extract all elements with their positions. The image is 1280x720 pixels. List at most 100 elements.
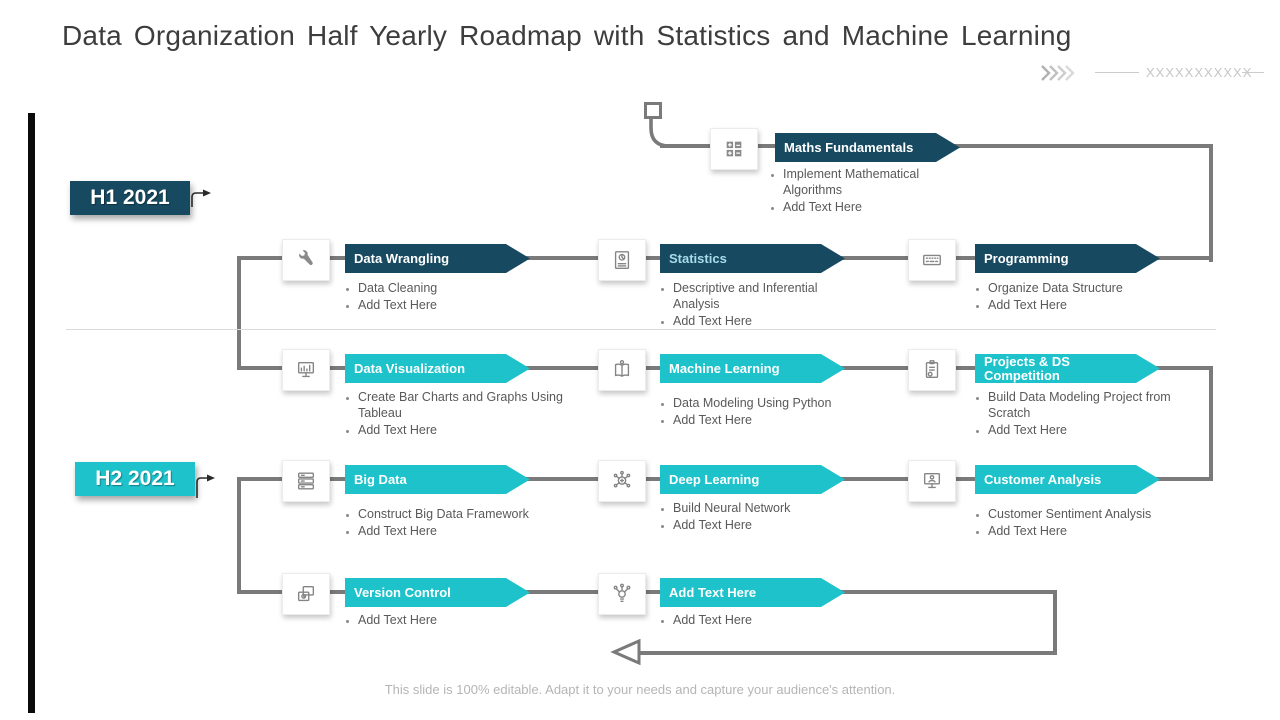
bullet-item: Customer Sentiment Analysis (988, 506, 1188, 522)
customer-analysis-icon-box (908, 460, 956, 502)
milestone-bullets: Build Neural Network Add Text Here (660, 500, 868, 534)
connector-curve (649, 116, 682, 148)
divider-line (1242, 72, 1264, 73)
bullet-item: Data Modeling Using Python (673, 395, 868, 411)
left-accent-bar (28, 113, 35, 713)
h2-2021-label: H2 2021 (95, 467, 175, 490)
machine-learning-book-icon (614, 360, 630, 377)
start-marker (644, 102, 662, 119)
milestone-title: Add Text Here (669, 584, 757, 600)
milestone-bullets: Organize Data Structure Add Text Here (975, 280, 1183, 314)
bullet-item: Descriptive and Inferential Analysis (673, 280, 858, 312)
add-text-here-icon-box (598, 573, 646, 615)
divider-line (1095, 72, 1139, 73)
milestone-title: Programming (984, 250, 1069, 266)
h1-2021-marker: H1 2021 (70, 181, 190, 215)
milestone-title: Maths Fundamentals (784, 139, 914, 155)
customer-monitor-icon (923, 472, 941, 489)
bullet-item: Add Text Here (988, 523, 1188, 539)
milestone-title: Machine Learning (669, 360, 780, 376)
deep-learning-icon-box (598, 460, 646, 502)
milestone-title: Data Visualization (354, 360, 466, 376)
milestone-banner-programming: Programming (975, 244, 1160, 273)
h2-pointer-arrow-icon (196, 474, 215, 498)
bullet-item: Organize Data Structure (988, 280, 1183, 296)
milestone-title: Customer Analysis (984, 471, 1102, 487)
data-visualization-icon-box (282, 349, 330, 391)
milestone-banner-data-wrangling: Data Wrangling (345, 244, 530, 273)
connector-line (1209, 366, 1213, 481)
milestone-title: Deep Learning (669, 471, 760, 487)
milestone-banner-projects-ds-competition: Projects & DS Competition (975, 354, 1160, 383)
calculator-icon (726, 141, 742, 157)
milestone-bullets: Add Text Here (345, 612, 568, 629)
h2-2021-marker: H2 2021 (75, 462, 195, 496)
milestone-title: Statistics (669, 250, 727, 266)
milestone-banner-version-control: Version Control (345, 578, 530, 607)
programming-icon-box (908, 239, 956, 281)
end-arrowhead-icon (610, 638, 641, 666)
milestone-banner-statistics: Statistics (660, 244, 845, 273)
bullet-item: Construct Big Data Framework (358, 506, 573, 522)
milestone-bullets: Implement Mathematical Algorithms Add Te… (770, 166, 953, 216)
projects-ds-competition-icon-box (908, 349, 956, 391)
footer-note: This slide is 100% editable. Adapt it to… (384, 682, 896, 697)
milestone-title: Version Control (354, 584, 451, 600)
statistics-icon-box (598, 239, 646, 281)
bullet-item: Add Text Here (358, 422, 568, 438)
neural-network-icon (613, 470, 631, 488)
connector-line (237, 590, 1057, 594)
bullet-item: Add Text Here (673, 313, 858, 329)
milestone-bullets: Data Cleaning Add Text Here (345, 280, 568, 314)
bullet-item: Build Neural Network (673, 500, 868, 516)
milestone-title: Big Data (354, 471, 407, 487)
wrench-icon (299, 250, 313, 266)
milestone-banner-add-text-here: Add Text Here (660, 578, 845, 607)
machine-learning-icon-box (598, 349, 646, 391)
milestone-bullets: Data Modeling Using Python Add Text Here (660, 395, 868, 429)
milestone-bullets: Customer Sentiment Analysis Add Text Her… (975, 506, 1188, 540)
milestone-banner-maths-fundamentals: Maths Fundamentals (775, 133, 960, 162)
bullet-item: Build Data Modeling Project from Scratch (988, 389, 1183, 421)
bar-chart-monitor-icon (297, 361, 315, 378)
connector-line (1053, 590, 1057, 655)
milestone-banner-deep-learning: Deep Learning (660, 465, 845, 494)
idea-team-icon (613, 583, 631, 603)
bullet-item: Add Text Here (988, 422, 1183, 438)
statistics-report-icon (614, 251, 630, 269)
bullet-item: Add Text Here (673, 517, 868, 533)
maths-fundamentals-icon-box (710, 128, 758, 170)
version-control-icon-box (282, 573, 330, 615)
big-data-icon-box (282, 460, 330, 502)
connector-line (638, 651, 1057, 655)
bullet-item: Add Text Here (783, 199, 953, 215)
bullet-item: Create Bar Charts and Graphs Using Table… (358, 389, 568, 421)
milestone-bullets: Create Bar Charts and Graphs Using Table… (345, 389, 568, 439)
bullet-item: Add Text Here (673, 412, 868, 428)
bullet-item: Add Text Here (358, 297, 568, 313)
milestone-banner-machine-learning: Machine Learning (660, 354, 845, 383)
bullet-item: Add Text Here (988, 297, 1183, 313)
connector-line (237, 256, 241, 370)
server-stack-icon (297, 472, 315, 490)
placeholder-text: XXXXXXXXXXX (1146, 65, 1253, 80)
bullet-item: Add Text Here (358, 612, 568, 628)
milestone-bullets: Add Text Here (660, 612, 868, 629)
h1-pointer-arrow-icon (191, 189, 211, 207)
page-title: Data Organization Half Yearly Roadmap wi… (62, 20, 1072, 51)
bullet-item: Add Text Here (358, 523, 573, 539)
milestone-bullets: Build Data Modeling Project from Scratch… (975, 389, 1183, 439)
keyboard-icon (923, 254, 941, 266)
data-wrangling-icon-box (282, 239, 330, 281)
milestone-title: Projects & DS Competition (984, 354, 1070, 383)
connector-line (1209, 144, 1213, 262)
bullet-item: Add Text Here (673, 612, 868, 628)
h1-2021-label: H1 2021 (90, 186, 170, 209)
bullet-item: Implement Mathematical Algorithms (783, 166, 953, 198)
half-year-separator-line (66, 329, 1216, 330)
milestone-banner-customer-analysis: Customer Analysis (975, 465, 1160, 494)
milestone-banner-big-data: Big Data (345, 465, 530, 494)
milestone-banner-data-visualization: Data Visualization (345, 354, 530, 383)
chevrons-icon (1041, 65, 1075, 81)
